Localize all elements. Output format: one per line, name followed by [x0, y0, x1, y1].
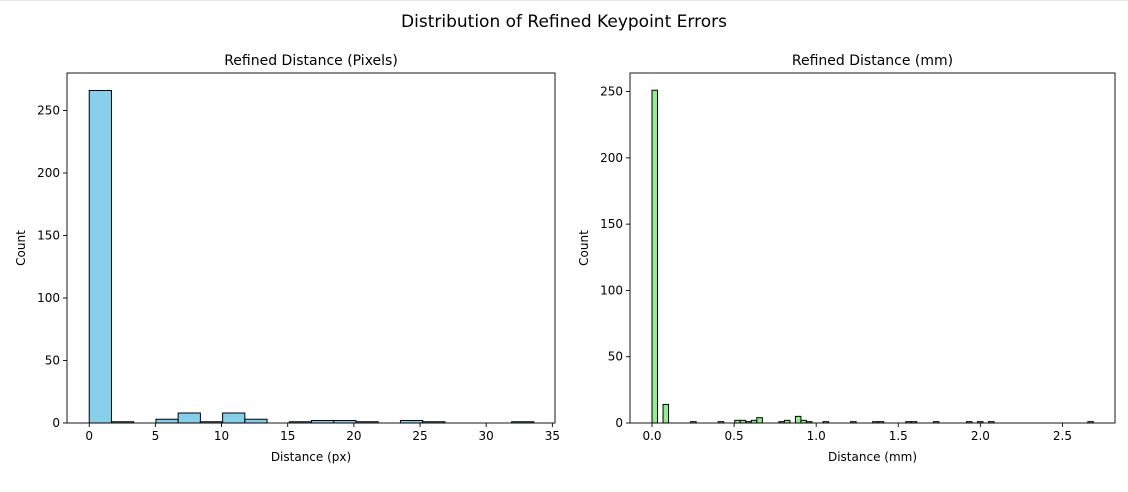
top-divider — [0, 0, 1128, 1]
y-tick-label: 0 — [615, 416, 623, 430]
y-tick-label: 200 — [37, 166, 60, 180]
histogram-bar — [794, 415, 802, 424]
x-tick-label: 0.5 — [725, 429, 744, 443]
y-tick-label: 0 — [52, 416, 60, 430]
x-tick-label: 5 — [152, 429, 160, 443]
y-tick-label: 200 — [600, 151, 623, 165]
y-axis-label: Count — [577, 230, 591, 266]
axes-frame — [66, 72, 556, 424]
histogram-bar — [222, 412, 246, 424]
x-tick-label: 2.5 — [1053, 429, 1072, 443]
x-tick-label: 15 — [280, 429, 295, 443]
y-axis-label: Count — [14, 230, 28, 266]
x-axis-label: Distance (mm) — [828, 450, 917, 464]
y-tick-label: 50 — [45, 354, 60, 368]
x-tick-label: 20 — [346, 429, 361, 443]
y-tick-label: 150 — [37, 229, 60, 243]
y-tick-label: 50 — [608, 350, 623, 364]
x-tick-label: 35 — [545, 429, 560, 443]
histogram-bar — [244, 418, 268, 424]
y-tick-label: 250 — [37, 104, 60, 118]
x-tick-label: 1.0 — [807, 429, 826, 443]
x-tick-label: 25 — [412, 429, 427, 443]
histogram-bar — [88, 90, 112, 424]
histogram-bar — [155, 418, 179, 424]
x-tick-label: 30 — [479, 429, 494, 443]
histogram-bar — [177, 412, 201, 424]
left-histogram-axes: 0 5 10 15 20 25 30 35 0 50 100 150 200 250 Refined Dis… — [14, 53, 560, 464]
histogram-bar — [662, 403, 670, 424]
histogram-bar — [756, 417, 763, 424]
axes-title: Refined Distance (mm) — [792, 53, 953, 69]
y-tick-label: 250 — [600, 85, 623, 99]
histogram-bar — [651, 89, 659, 424]
x-tick-label: 10 — [214, 429, 229, 443]
x-tick-label: 1.5 — [889, 429, 908, 443]
x-axis-label: Distance (px) — [271, 450, 351, 464]
x-tick-label: 2.0 — [971, 429, 990, 443]
y-tick-label: 100 — [37, 291, 60, 305]
y-tick-label: 100 — [600, 283, 623, 297]
x-tick-label: 0.0 — [642, 429, 661, 443]
x-tick-label: 0 — [85, 429, 93, 443]
axes-title: Refined Distance (Pixels) — [224, 53, 398, 69]
figure-title: Distribution of Refined Keypoint Errors — [401, 12, 727, 32]
y-tick-label: 150 — [600, 217, 623, 231]
right-histogram-axes: 0.0 0.5 1.0 1.5 2.0 2.5 0 50 100 150 200 250 Refined… — [577, 53, 1116, 464]
axes-frame — [629, 72, 1116, 424]
